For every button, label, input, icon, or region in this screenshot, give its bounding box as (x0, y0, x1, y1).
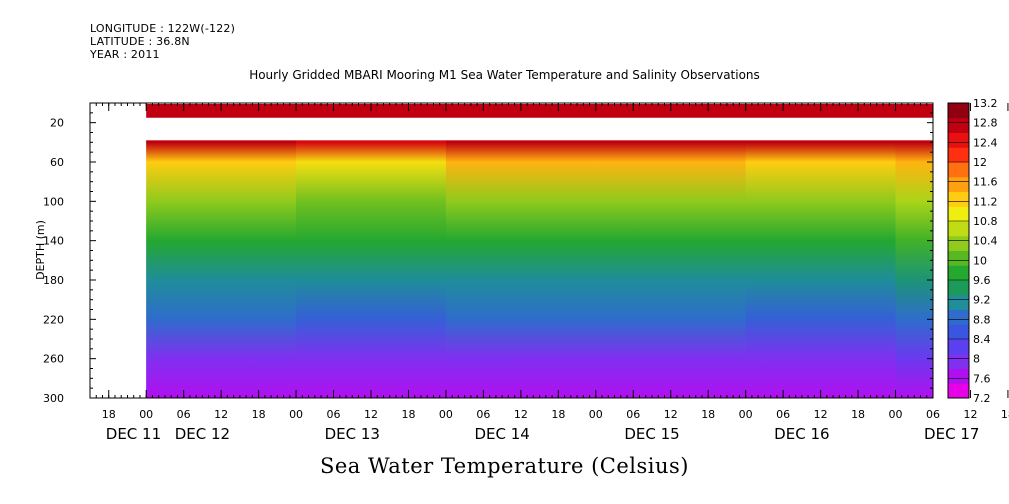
colorbar-label: 9.6 (973, 274, 991, 287)
colorbar-swatch (948, 368, 969, 384)
temperature-column (895, 140, 933, 398)
x-tick-label: 12 (214, 408, 228, 421)
colorbar-swatch (948, 221, 969, 237)
colorbar-swatch (948, 162, 969, 178)
colorbar: 7.2 7.6 8 8.4 8.8 9.2 9.6 10 10.4 10.8 11.2 11.6 12 1… (947, 97, 998, 405)
colorbar-swatch (948, 206, 969, 222)
colorbar-swatch (948, 250, 969, 266)
temperature-column (745, 140, 896, 398)
y-tick-label: 220 (43, 313, 64, 326)
colorbar-label: 7.2 (973, 392, 991, 405)
x-day-label: DEC 13 (325, 425, 380, 443)
colorbar-label: 11.2 (973, 195, 998, 208)
temperature-column (296, 140, 446, 398)
y-axis-label: DEPTH (m) (34, 220, 47, 280)
x-tick-label: 18 (401, 408, 415, 421)
colorbar-label: 12.8 (973, 117, 998, 130)
x-tick-label: 00 (439, 408, 453, 421)
y-tick-label: 20 (50, 117, 64, 130)
colorbar-swatch (948, 235, 969, 251)
x-tick-label: 00 (739, 408, 753, 421)
temperature-column (146, 140, 297, 398)
colorbar-swatch (948, 265, 969, 281)
axes: 20 60 100 140 180 220 260 300 DEPTH (m) 18 00 06 12 1… (34, 102, 1009, 443)
colorbar-label: 12 (973, 156, 987, 169)
x-tick-label: 12 (963, 408, 977, 421)
surface-temperature-band (146, 104, 933, 118)
y-tick-label: 100 (43, 195, 64, 208)
colorbar-swatch (948, 103, 969, 119)
x-tick-label: 12 (364, 408, 378, 421)
x-day-label: DEC 17 (924, 425, 979, 443)
colorbar-swatch (948, 132, 969, 148)
x-tick-label: 06 (476, 408, 490, 421)
x-tick-label: 06 (177, 408, 191, 421)
x-tick-label: 00 (139, 408, 153, 421)
y-tick-label: 140 (43, 235, 64, 248)
x-day-label: DEC 16 (774, 425, 829, 443)
colorbar-swatch (948, 294, 969, 310)
colorbar-label: 8.8 (973, 313, 991, 326)
colorbar-label: 10.8 (973, 215, 998, 228)
colorbar-label: 10 (973, 254, 987, 267)
colorbar-variable-title: Sea Water Temperature (Celsius) (319, 454, 689, 478)
latitude-label: LATITUDE : 36.8N (90, 35, 190, 48)
colorbar-swatch (948, 117, 969, 133)
x-tick-label: 12 (664, 408, 678, 421)
colorbar-swatch (948, 353, 969, 369)
year-label: YEAR : 2011 (90, 48, 160, 61)
x-tick-label: 12 (514, 408, 528, 421)
colorbar-label: 12.4 (973, 136, 998, 149)
temperature-depth-chart: 20 60 100 140 180 220 260 300 DEPTH (m) 18 00 06 12 1… (34, 97, 1009, 443)
x-tick-label: 06 (626, 408, 640, 421)
x-day-label: DEC 15 (624, 425, 679, 443)
y-tick-label: 300 (43, 392, 64, 405)
colorbar-swatch (948, 176, 969, 192)
colorbar-swatch (948, 324, 969, 340)
x-day-label: DEC 11 (106, 425, 161, 443)
chart-title: Hourly Gridded MBARI Mooring M1 Sea Wate… (249, 68, 760, 82)
colorbar-swatch (948, 309, 969, 325)
longitude-label: LONGITUDE : 122W(-122) (90, 22, 236, 35)
colorbar-label: 13.2 (973, 97, 998, 110)
heatmap-plot-area (146, 104, 933, 398)
x-tick-label: 18 (851, 408, 865, 421)
x-tick-label: 06 (327, 408, 341, 421)
x-day-label: DEC 12 (175, 425, 230, 443)
colorbar-label: 7.6 (973, 372, 991, 385)
x-day-label: DEC 14 (474, 425, 529, 443)
x-tick-label: 00 (289, 408, 303, 421)
temperature-column (595, 140, 746, 398)
y-tick-label: 260 (43, 353, 64, 366)
y-tick-label: 60 (50, 156, 64, 169)
x-tick-label: 18 (1001, 408, 1009, 421)
x-tick-label: 18 (102, 408, 116, 421)
colorbar-swatch (948, 339, 969, 355)
colorbar-label: 11.6 (973, 176, 998, 189)
colorbar-swatch (948, 191, 969, 207)
x-tick-label: 06 (776, 408, 790, 421)
colorbar-swatch (948, 383, 969, 399)
colorbar-swatch (948, 280, 969, 296)
x-tick-label: 18 (252, 408, 266, 421)
x-tick-label: 18 (701, 408, 715, 421)
x-tick-label: 12 (814, 408, 828, 421)
x-tick-label: 06 (926, 408, 940, 421)
colorbar-label: 8.4 (973, 333, 991, 346)
x-tick-label: 00 (589, 408, 603, 421)
x-tick-label: 18 (551, 408, 565, 421)
temperature-column (445, 140, 596, 398)
colorbar-label: 8 (973, 353, 980, 366)
colorbar-swatch (948, 147, 969, 163)
x-tick-label: 00 (889, 408, 903, 421)
colorbar-label: 10.4 (973, 235, 998, 248)
colorbar-label: 9.2 (973, 294, 991, 307)
y-tick-label: 180 (43, 274, 64, 287)
